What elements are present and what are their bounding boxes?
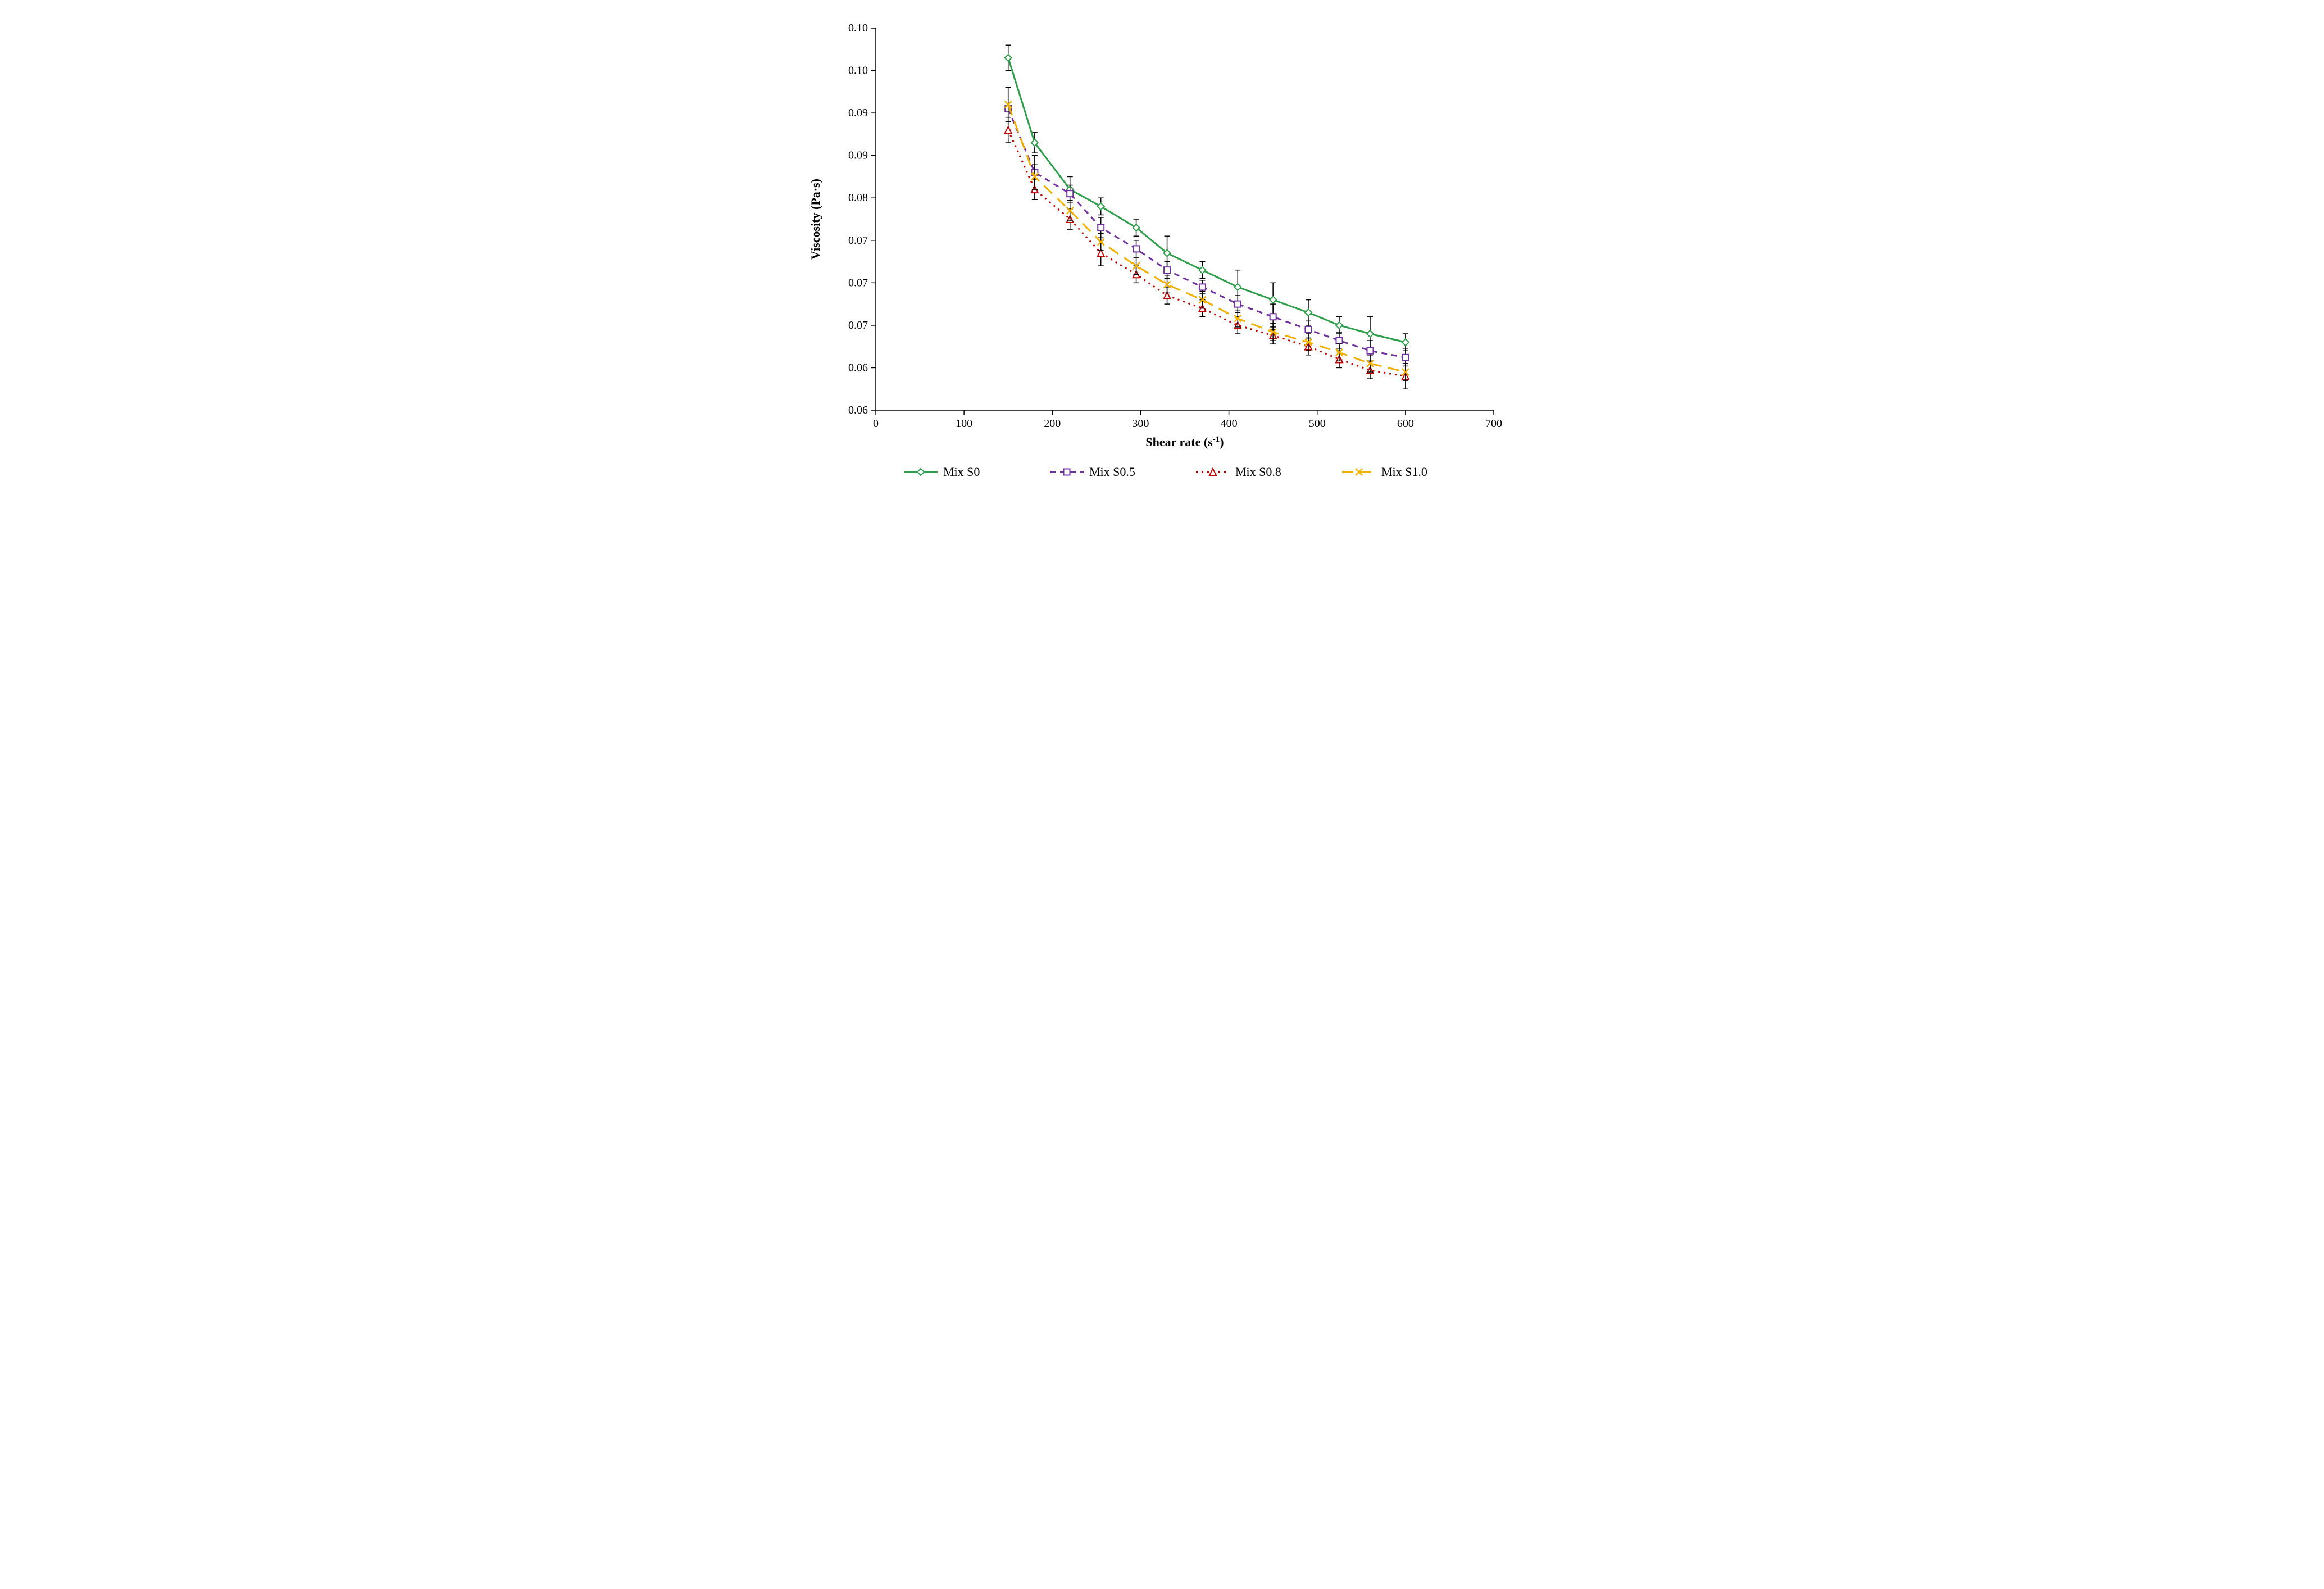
svg-text:Mix S1.0: Mix S1.0 bbox=[1381, 465, 1427, 479]
svg-text:Mix S0.5: Mix S0.5 bbox=[1089, 465, 1135, 479]
svg-text:0.10: 0.10 bbox=[848, 22, 868, 34]
viscosity-chart: 0 100 200 300 400 500 600 700 0.06 0.06 0.07 0.07 0.… bbox=[803, 11, 1522, 506]
svg-text:300: 300 bbox=[1132, 417, 1149, 430]
y-axis-label: Viscosity (Pa·s) bbox=[808, 179, 822, 260]
svg-text:600: 600 bbox=[1397, 417, 1413, 430]
svg-text:500: 500 bbox=[1308, 417, 1325, 430]
svg-text:Shear rate (s-1): Shear rate (s-1) bbox=[1145, 435, 1224, 449]
svg-text:0.06: 0.06 bbox=[848, 361, 868, 374]
svg-text:0.08: 0.08 bbox=[848, 192, 868, 204]
svg-text:Mix S0: Mix S0 bbox=[943, 465, 980, 479]
svg-text:0.10: 0.10 bbox=[848, 65, 868, 77]
svg-text:200: 200 bbox=[1044, 417, 1061, 430]
svg-text:100: 100 bbox=[956, 417, 972, 430]
svg-text:Mix S0.8: Mix S0.8 bbox=[1235, 465, 1281, 479]
x-axis-label: Shear rate (s-1) bbox=[1145, 435, 1224, 449]
svg-text:0.07: 0.07 bbox=[848, 234, 868, 247]
svg-text:0.09: 0.09 bbox=[848, 149, 868, 162]
svg-text:0: 0 bbox=[873, 417, 879, 430]
svg-text:0.07: 0.07 bbox=[848, 276, 868, 289]
svg-text:400: 400 bbox=[1220, 417, 1237, 430]
svg-text:0.06: 0.06 bbox=[848, 404, 868, 416]
svg-text:0.09: 0.09 bbox=[848, 107, 868, 119]
svg-text:700: 700 bbox=[1485, 417, 1502, 430]
svg-text:0.07: 0.07 bbox=[848, 319, 868, 332]
